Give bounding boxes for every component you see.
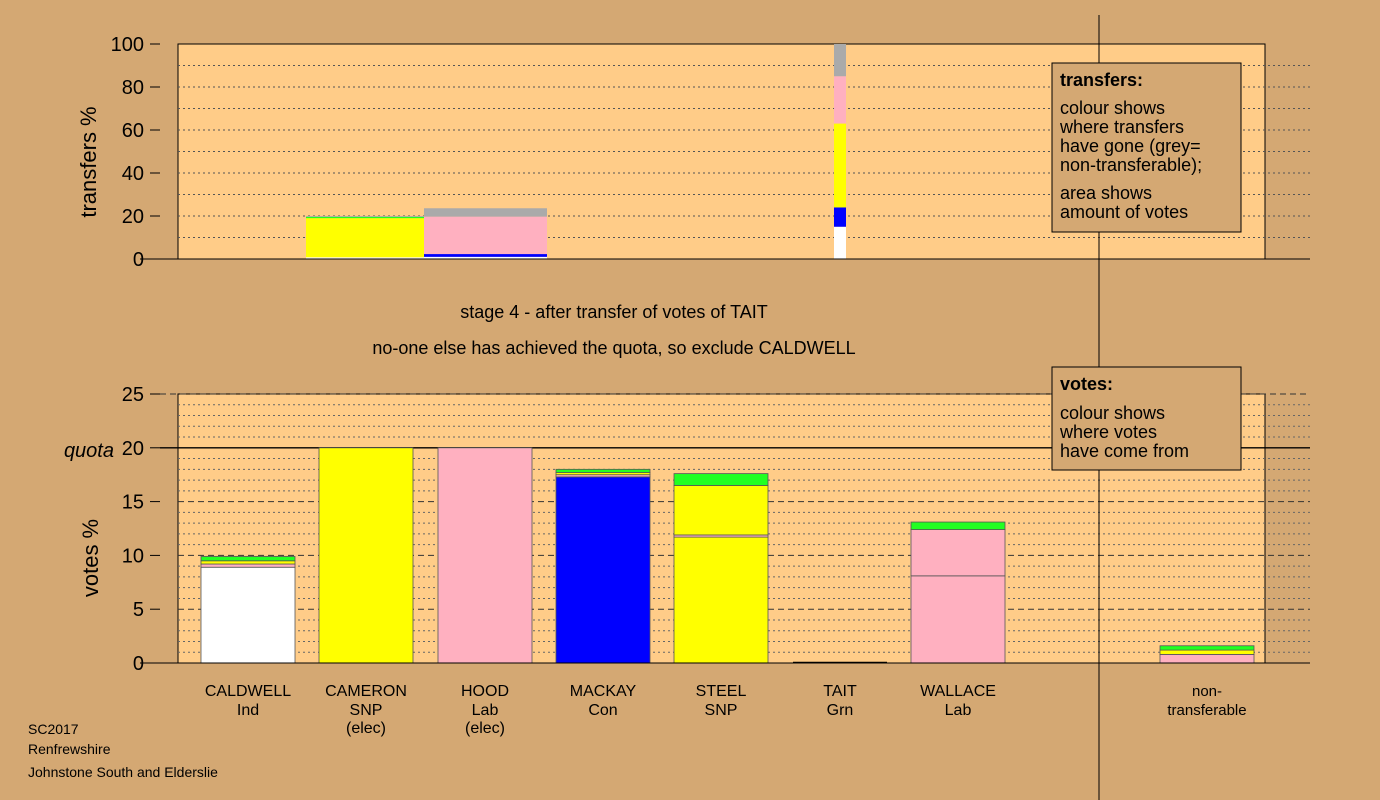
transfer-segment-hood-ind: [424, 256, 547, 259]
y-tick-label: 80: [122, 77, 144, 99]
footer-council: Renfrewshire: [28, 741, 111, 757]
y-tick-label: 5: [133, 599, 144, 621]
transfers-legend-line: where transfers: [1059, 117, 1184, 137]
candidate-name: HOOD: [461, 683, 509, 700]
y-tick-label: 100: [111, 34, 144, 56]
vote-segment-caldwell-snp: [200, 560, 296, 565]
y-tick-label: 40: [122, 163, 144, 185]
transfers-legend-line: amount of votes: [1060, 202, 1188, 222]
quota-label: quota: [64, 440, 114, 462]
vote-segment-hood-lab: [437, 447, 533, 664]
action-caption: no-one else has achieved the quota, so e…: [372, 338, 855, 358]
candidate-party: transferable: [1167, 702, 1246, 719]
vote-segment-non-grn: [1159, 645, 1255, 651]
y-tick-label: 25: [122, 384, 144, 406]
vote-segment-steel-snp: [673, 485, 769, 536]
transfer-segment-tait-snp: [834, 123, 846, 208]
candidate-party: Lab: [472, 702, 499, 719]
y-tick-label: 20: [122, 438, 144, 460]
candidate-name: WALLACE: [920, 683, 996, 700]
y-tick-label: 15: [122, 492, 144, 514]
vote-segment-mackay-con: [555, 476, 651, 664]
transfers-y-axis-label: transfers %: [76, 106, 101, 217]
votes-legend-line: have come from: [1060, 441, 1189, 461]
transfers-bars: [306, 44, 846, 259]
candidate-party: Grn: [827, 702, 854, 719]
transfer-segment-tait-lab: [834, 76, 846, 124]
vote-segment-non-lab: [1159, 653, 1255, 664]
vote-segment-mackay-grn: [555, 468, 651, 473]
votes-legend-line: where votes: [1059, 422, 1157, 442]
y-tick-label: 0: [133, 653, 144, 675]
candidate-party: Con: [588, 702, 617, 719]
candidate-name: CALDWELL: [205, 683, 291, 700]
transfer-segment-cameron-nontransferable: [306, 216, 424, 217]
transfers-legend-line: area shows: [1060, 183, 1152, 203]
candidate-party: SNP: [705, 702, 738, 719]
transfers-y-ticks: 0 20 40 60 80 100: [111, 34, 160, 271]
transfers-legend-line: have gone (grey=: [1060, 136, 1201, 156]
votes-legend: votes: colour shows where votes have com…: [1051, 366, 1242, 471]
transfer-segment-tait-nontransferable: [834, 44, 846, 77]
footer-election: SC2017: [28, 721, 79, 737]
vote-segment-non-snp: [1159, 649, 1255, 655]
vote-segment-caldwell-ind: [200, 566, 296, 664]
transfer-segment-cameron-snp: [306, 218, 424, 258]
candidate-name: STEEL: [696, 683, 747, 700]
transfer-segment-hood-lab: [424, 216, 547, 255]
vote-segment-caldwell-lab: [200, 563, 296, 568]
vote-segment-wallace-lab: [910, 575, 1006, 664]
votes-legend-box: [1051, 366, 1242, 471]
votes-legend-title: votes:: [1060, 374, 1113, 394]
transfer-segment-hood-nontransferable: [424, 208, 547, 217]
vote-segment-wallace-grn: [910, 521, 1006, 530]
candidate-status: (elec): [465, 720, 505, 737]
transfer-segment-tait-con: [834, 207, 846, 227]
y-tick-label: 60: [122, 120, 144, 142]
y-tick-label: 10: [122, 545, 144, 567]
transfer-segment-cameron-ind: [306, 257, 424, 259]
transfers-legend: transfers: colour shows where transfers …: [1051, 62, 1242, 233]
candidate-name: CAMERON: [325, 683, 407, 700]
candidate-party: SNP: [350, 702, 383, 719]
candidate-name: MACKAY: [570, 683, 637, 700]
transfer-segment-tait-ind: [834, 226, 846, 259]
footer-ward: Johnstone South and Elderslie: [28, 764, 218, 780]
vote-segment-wallace-lab: [910, 529, 1006, 577]
transfers-legend-line: colour shows: [1060, 98, 1165, 118]
votes-bars: [200, 447, 1255, 664]
candidate-status: (elec): [346, 720, 386, 737]
votes-legend-line: colour shows: [1060, 403, 1165, 423]
transfers-legend-line: non-transferable);: [1060, 155, 1202, 175]
transfers-legend-title: transfers:: [1060, 70, 1143, 90]
transfer-segment-cameron-grn: [306, 216, 424, 219]
transfer-segment-hood-con: [424, 254, 547, 257]
y-tick-label: 20: [122, 206, 144, 228]
votes-y-ticks: 0 5 10 15 20 25: [122, 384, 160, 675]
vote-segment-caldwell-grn: [200, 556, 296, 562]
vote-segment-steel-grn: [673, 473, 769, 486]
vote-segment-steel-snp: [673, 536, 769, 664]
vote-segment-cameron-snp: [318, 447, 414, 664]
candidate-party: Lab: [945, 702, 972, 719]
candidate-name: TAIT: [823, 683, 857, 700]
transfers-gridlines: [178, 65, 1310, 238]
stage-caption: stage 4 - after transfer of votes of TAI…: [460, 302, 767, 322]
votes-y-axis-label: votes %: [78, 519, 103, 597]
y-tick-label: 0: [133, 249, 144, 271]
transfers-legend-box: [1051, 62, 1242, 233]
candidate-name: non-: [1192, 683, 1222, 700]
candidate-party: Ind: [237, 702, 259, 719]
candidate-labels: CALDWELLIndCAMERONSNP(elec)HOODLab(elec)…: [205, 683, 1247, 737]
